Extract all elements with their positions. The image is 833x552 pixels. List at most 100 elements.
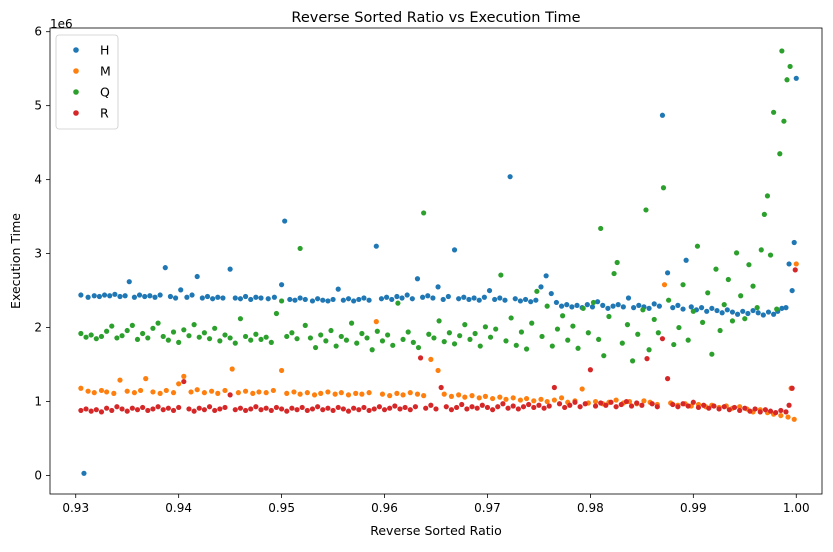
data-point — [119, 406, 125, 412]
legend-label: R — [100, 106, 109, 121]
data-point — [685, 403, 691, 409]
data-point — [112, 291, 118, 297]
data-point — [740, 308, 746, 314]
data-point — [462, 322, 468, 328]
data-point — [253, 294, 259, 300]
data-point — [402, 404, 408, 411]
data-point — [518, 329, 525, 335]
data-point — [428, 356, 434, 362]
data-point — [297, 245, 303, 252]
data-point — [85, 294, 91, 300]
series-r — [78, 267, 798, 416]
data-point — [785, 414, 791, 420]
data-point — [497, 394, 503, 400]
data-point — [523, 395, 530, 402]
data-point — [160, 407, 166, 413]
data-point — [603, 402, 609, 408]
data-point — [654, 404, 660, 410]
data-point — [379, 391, 386, 397]
y-axis-label: Execution Time — [8, 213, 23, 309]
data-point — [320, 407, 326, 413]
data-point — [104, 328, 110, 334]
data-point — [713, 266, 719, 272]
data-point — [589, 304, 596, 310]
data-point — [533, 297, 539, 303]
data-point — [157, 390, 163, 396]
data-point — [117, 293, 123, 300]
data-point — [248, 406, 254, 412]
data-point — [611, 270, 617, 277]
data-point — [340, 297, 346, 303]
data-point — [623, 398, 630, 405]
data-point — [774, 306, 780, 312]
data-point — [124, 327, 130, 334]
data-point — [374, 328, 380, 334]
data-point — [752, 406, 758, 412]
data-point — [783, 409, 789, 415]
data-point — [351, 298, 357, 304]
data-point — [145, 407, 151, 414]
data-point — [253, 331, 259, 337]
data-point — [635, 331, 641, 337]
data-point — [791, 239, 797, 246]
data-point — [546, 403, 552, 409]
x-tick-label: 0.93 — [62, 501, 89, 515]
data-point — [754, 305, 760, 311]
data-point — [528, 299, 534, 305]
data-point — [529, 320, 535, 326]
data-point — [176, 339, 182, 345]
data-point — [631, 305, 637, 311]
data-point — [93, 407, 99, 413]
data-point — [107, 293, 113, 299]
y-tick-label: 0 — [34, 469, 42, 483]
data-point — [490, 395, 496, 402]
data-point — [549, 343, 555, 349]
data-point — [284, 408, 290, 414]
data-point — [773, 410, 779, 416]
x-tick-label: 0.94 — [165, 501, 192, 515]
data-point — [302, 296, 308, 303]
series-h — [78, 75, 799, 476]
data-point — [369, 347, 375, 353]
data-point — [291, 389, 297, 395]
data-point — [242, 388, 249, 394]
data-point — [733, 250, 740, 256]
data-point — [781, 118, 787, 124]
data-point — [661, 282, 668, 288]
data-point — [705, 290, 711, 296]
data-point — [767, 408, 774, 414]
data-point — [351, 405, 357, 411]
data-point — [111, 390, 117, 396]
legend-item-m: M — [73, 64, 111, 79]
data-point — [248, 296, 254, 303]
data-point — [482, 393, 489, 399]
data-point — [304, 407, 310, 414]
y-axis: 0 1 2 3 4 5 6 — [34, 25, 50, 483]
data-point — [665, 270, 671, 276]
data-point — [487, 334, 494, 340]
data-point — [414, 276, 421, 282]
data-point — [361, 295, 367, 301]
data-point — [441, 391, 447, 397]
x-tick-label: 1.00 — [783, 501, 810, 515]
data-point — [373, 319, 379, 325]
data-point — [729, 309, 736, 315]
data-point — [237, 316, 244, 322]
data-point — [656, 303, 662, 309]
series-q — [78, 48, 793, 364]
data-point — [625, 295, 632, 301]
data-point — [318, 390, 324, 396]
data-point — [83, 406, 89, 412]
data-point — [430, 295, 436, 301]
data-point — [495, 404, 501, 410]
data-point — [140, 404, 146, 411]
data-point — [250, 390, 256, 396]
points-layer — [78, 48, 799, 476]
data-point — [680, 282, 686, 288]
data-point — [88, 408, 94, 414]
data-point — [596, 336, 602, 343]
data-point — [435, 367, 441, 374]
data-point — [551, 397, 557, 403]
data-point — [124, 408, 130, 414]
data-point — [150, 325, 156, 331]
